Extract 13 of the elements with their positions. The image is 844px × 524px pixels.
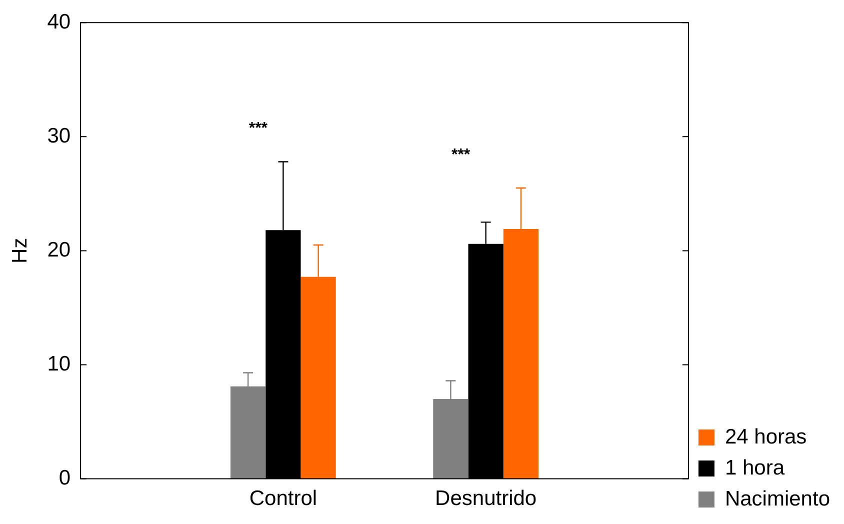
x-tick-label: Control <box>249 487 318 510</box>
y-tick-label: 20 <box>47 238 71 262</box>
y-tick-label: 0 <box>58 466 71 490</box>
y-tick-label: 40 <box>47 10 71 34</box>
y-tick-label: 10 <box>47 352 71 376</box>
annotation: *** <box>451 146 471 164</box>
legend-label: 1 hora <box>724 456 785 480</box>
legend-label: Nacimiento <box>724 487 830 510</box>
legend-label: 24 horas <box>724 425 807 448</box>
x-tick-label: Desnutrido <box>435 487 537 510</box>
y-axis-title: Hz <box>8 238 32 264</box>
y-tick-label: 30 <box>47 124 71 148</box>
annotation: *** <box>248 120 268 138</box>
